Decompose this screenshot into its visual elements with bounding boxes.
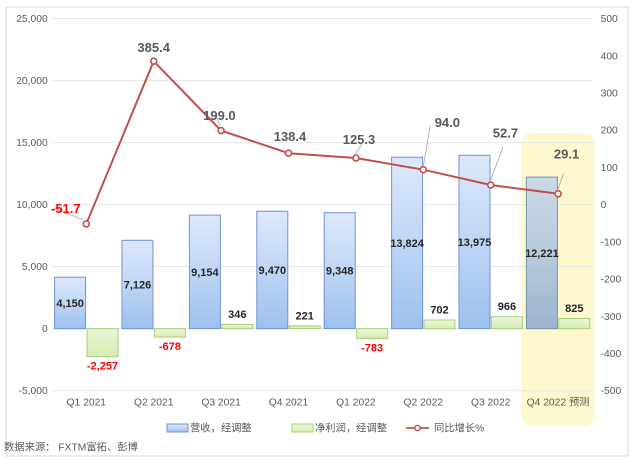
svg-text:25,000: 25,000 bbox=[16, 14, 48, 25]
svg-text:966: 966 bbox=[498, 301, 516, 313]
svg-text:702: 702 bbox=[430, 305, 448, 317]
svg-text:200: 200 bbox=[601, 126, 618, 137]
svg-text:Q4 2021: Q4 2021 bbox=[269, 398, 309, 409]
svg-text:Q3 2021: Q3 2021 bbox=[201, 398, 241, 409]
svg-text:-500: -500 bbox=[601, 386, 622, 397]
svg-text:Q2 2022: Q2 2022 bbox=[404, 398, 444, 409]
svg-text:-200: -200 bbox=[601, 275, 622, 286]
svg-text:Q2 2021: Q2 2021 bbox=[134, 398, 174, 409]
svg-text:400: 400 bbox=[601, 51, 618, 62]
svg-text:13,824: 13,824 bbox=[390, 238, 425, 250]
svg-text:52.7: 52.7 bbox=[493, 125, 518, 140]
svg-text:199.0: 199.0 bbox=[203, 108, 236, 123]
svg-text:-5,000: -5,000 bbox=[18, 386, 47, 397]
svg-text:385.4: 385.4 bbox=[137, 40, 170, 55]
svg-text:5,000: 5,000 bbox=[22, 262, 48, 273]
svg-text:125.3: 125.3 bbox=[343, 132, 376, 147]
svg-text:4,150: 4,150 bbox=[56, 298, 84, 310]
svg-text:12,221: 12,221 bbox=[525, 248, 559, 260]
svg-text:Q1 2021: Q1 2021 bbox=[67, 398, 107, 409]
svg-text:净利润，经调整: 净利润，经调整 bbox=[315, 422, 387, 435]
svg-text:300: 300 bbox=[601, 89, 618, 100]
svg-text:数据来源： FXTM富拓、彭博: 数据来源： FXTM富拓、彭博 bbox=[4, 441, 138, 454]
svg-text:221: 221 bbox=[296, 310, 314, 322]
svg-text:-400: -400 bbox=[601, 349, 622, 360]
svg-text:138.4: 138.4 bbox=[274, 129, 307, 144]
svg-text:-678: -678 bbox=[159, 341, 181, 353]
svg-text:0: 0 bbox=[601, 200, 607, 211]
svg-text:15,000: 15,000 bbox=[16, 138, 48, 149]
svg-text:9,154: 9,154 bbox=[191, 267, 219, 279]
svg-text:29.1: 29.1 bbox=[554, 147, 579, 162]
svg-text:20,000: 20,000 bbox=[16, 76, 48, 87]
svg-text:13,975: 13,975 bbox=[458, 237, 492, 249]
svg-text:100: 100 bbox=[601, 163, 618, 174]
svg-text:10,000: 10,000 bbox=[16, 200, 48, 211]
svg-text:94.0: 94.0 bbox=[435, 115, 460, 130]
svg-text:9,470: 9,470 bbox=[259, 265, 287, 277]
svg-text:-783: -783 bbox=[361, 342, 383, 354]
svg-text:Q3 2022: Q3 2022 bbox=[471, 398, 511, 409]
svg-text:-2,257: -2,257 bbox=[87, 361, 118, 373]
svg-text:同比增长%: 同比增长% bbox=[434, 422, 484, 435]
svg-text:营收，经调整: 营收，经调整 bbox=[190, 422, 252, 435]
svg-text:9,348: 9,348 bbox=[326, 266, 354, 278]
svg-text:500: 500 bbox=[601, 14, 618, 25]
svg-text:Q1 2022: Q1 2022 bbox=[336, 398, 376, 409]
svg-text:825: 825 bbox=[565, 303, 583, 315]
svg-text:-100: -100 bbox=[601, 237, 622, 248]
svg-text:346: 346 bbox=[228, 309, 246, 321]
svg-text:0: 0 bbox=[42, 324, 48, 335]
svg-text:-51.7: -51.7 bbox=[51, 201, 81, 216]
svg-text:-300: -300 bbox=[601, 312, 622, 323]
svg-text:7,126: 7,126 bbox=[124, 280, 152, 292]
svg-text:Q4 2022 预测: Q4 2022 预测 bbox=[527, 396, 590, 409]
